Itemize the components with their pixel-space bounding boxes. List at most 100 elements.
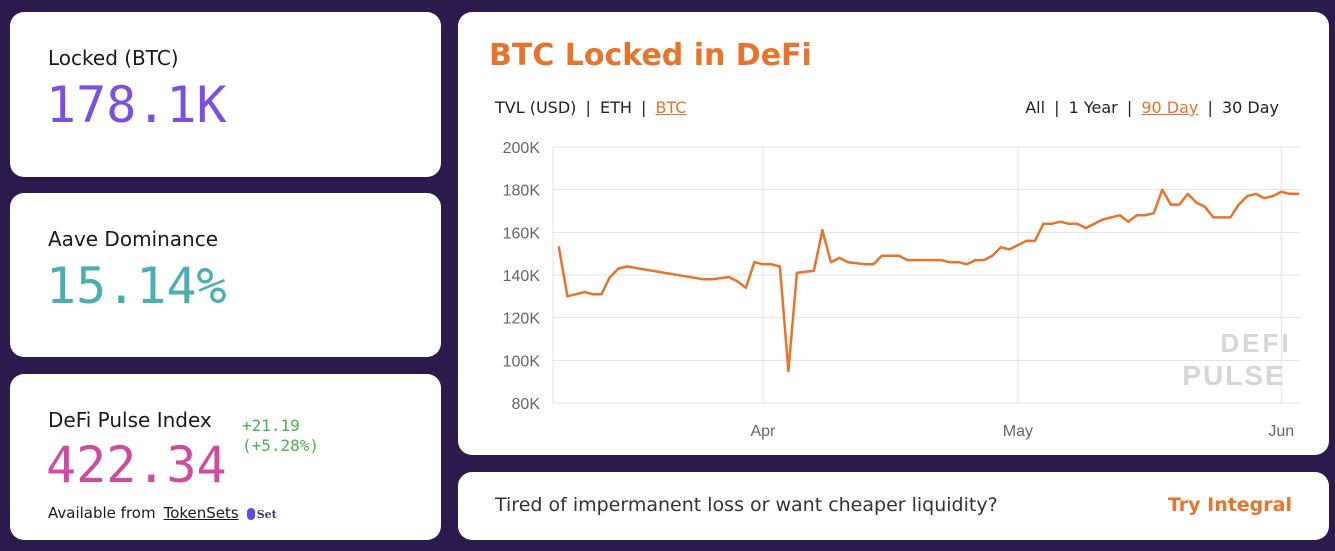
try-integral-link[interactable]: Try Integral: [1167, 494, 1292, 516]
index-label: DeFi Pulse Index: [48, 408, 212, 432]
locked-btc-card: Locked (BTC) 178.1K: [10, 12, 441, 177]
sep: |: [1207, 98, 1213, 117]
btc-locked-chart[interactable]: 80K 100K 120K 140K 160K 180K 200K Apr May Jun DEF…: [458, 12, 1329, 455]
x-tick-label: Apr: [750, 423, 776, 440]
data-point: [1050, 222, 1054, 225]
y-tick-label: 180K: [503, 183, 541, 200]
data-point: [965, 263, 969, 266]
set-logo-text: Set: [256, 508, 277, 521]
data-point: [1144, 214, 1147, 217]
data-point: [1059, 220, 1062, 223]
data-point: [1110, 216, 1113, 219]
data-point: [1237, 203, 1241, 206]
watermark: DEFI: [1220, 328, 1291, 358]
set-icon: [246, 508, 255, 520]
data-point: [591, 293, 595, 296]
data-point: [727, 275, 731, 279]
data-point: [761, 263, 765, 266]
y-tick-label: 80K: [512, 396, 541, 413]
sep: |: [1054, 98, 1060, 117]
data-point: [1135, 214, 1139, 217]
data-point: [940, 258, 943, 262]
chart-title: BTC Locked in DeFi: [489, 38, 812, 73]
data-point: [991, 254, 994, 257]
y-tick-label: 100K: [503, 353, 541, 370]
data-point: [1076, 222, 1079, 225]
data-point: [1212, 216, 1215, 219]
data-point: [1127, 220, 1130, 223]
data-point: [982, 258, 986, 262]
range-toggle: All | 1 Year | 90 Day | 30 Day: [1023, 98, 1281, 117]
set-logo: Set: [246, 508, 277, 521]
dominance-card: Aave Dominance 15.14%: [10, 193, 441, 357]
data-point: [906, 258, 909, 262]
data-point: [1195, 201, 1198, 204]
data-point: [914, 258, 918, 262]
index-value: 422.34: [46, 436, 227, 494]
data-point: [1254, 192, 1258, 196]
tokensets-link[interactable]: TokenSets: [163, 504, 239, 522]
watermark-text: DEFI: [1220, 328, 1291, 358]
unit-eth[interactable]: ETH: [599, 98, 632, 117]
data-point: [787, 369, 790, 373]
y-tick-label: 120K: [503, 311, 541, 328]
watermark-2: PULSE: [1182, 360, 1285, 391]
data-point: [617, 267, 620, 270]
data-point: [974, 258, 977, 262]
data-point: [897, 254, 901, 257]
data-point: [608, 275, 612, 279]
range-90day[interactable]: 90 Day: [1141, 98, 1199, 117]
data-point: [744, 286, 748, 289]
unit-btc[interactable]: BTC: [655, 98, 687, 117]
data-point: [1118, 214, 1122, 217]
data-point: [753, 261, 756, 264]
y-tick-label: 200K: [503, 140, 541, 157]
data-point: [829, 261, 833, 264]
promo-text: Tired of impermanent loss or want cheape…: [495, 494, 998, 516]
data-point: [863, 263, 867, 266]
data-point: [1084, 226, 1088, 230]
data-point: [1229, 216, 1232, 219]
data-point: [1152, 211, 1156, 215]
data-point: [583, 290, 586, 294]
index-change: +21.19 (+5.28%): [242, 416, 319, 456]
unit-tvl[interactable]: TVL (USD): [495, 98, 577, 117]
data-point: [1016, 243, 1020, 247]
data-point: [1178, 203, 1181, 206]
data-point: [846, 261, 850, 264]
data-point: [1263, 197, 1266, 200]
data-point: [1271, 194, 1275, 198]
x-tick-label: Jun: [1268, 423, 1294, 440]
data-point: [948, 261, 952, 264]
range-30day[interactable]: 30 Day: [1221, 98, 1279, 117]
available-label: Available from: [48, 504, 156, 522]
data-point: [795, 271, 799, 275]
y-tick-label: 140K: [503, 268, 541, 285]
index-card: DeFi Pulse Index 422.34 +21.19 (+5.28%) …: [10, 374, 441, 540]
data-point: [1246, 194, 1249, 198]
unit-toggle: TVL (USD) | ETH | BTC: [493, 98, 688, 117]
sep: |: [640, 98, 647, 117]
data-point: [957, 261, 960, 264]
data-point: [812, 269, 816, 272]
data-point: [1280, 190, 1283, 193]
data-point: [1161, 188, 1164, 191]
data-point: [1025, 239, 1028, 243]
range-1year[interactable]: 1 Year: [1068, 98, 1118, 117]
range-all[interactable]: All: [1025, 98, 1046, 117]
data-point: [710, 278, 714, 281]
series-line: [557, 188, 1299, 373]
sep: |: [585, 98, 591, 117]
locked-value: 178.1K: [46, 76, 227, 134]
data-point: [770, 263, 773, 266]
promo-banner: Tired of impermanent loss or want cheape…: [458, 472, 1329, 540]
data-point: [1067, 222, 1071, 225]
data-point: [880, 254, 884, 257]
data-point: [702, 278, 705, 281]
data-point: [1203, 205, 1207, 208]
data-point: [736, 280, 739, 283]
dominance-value: 15.14%: [46, 257, 227, 315]
data-point: [821, 229, 824, 232]
chart-card: BTC Locked in DeFi TVL (USD) | ETH | BTC…: [458, 12, 1329, 455]
data-point: [999, 246, 1003, 249]
